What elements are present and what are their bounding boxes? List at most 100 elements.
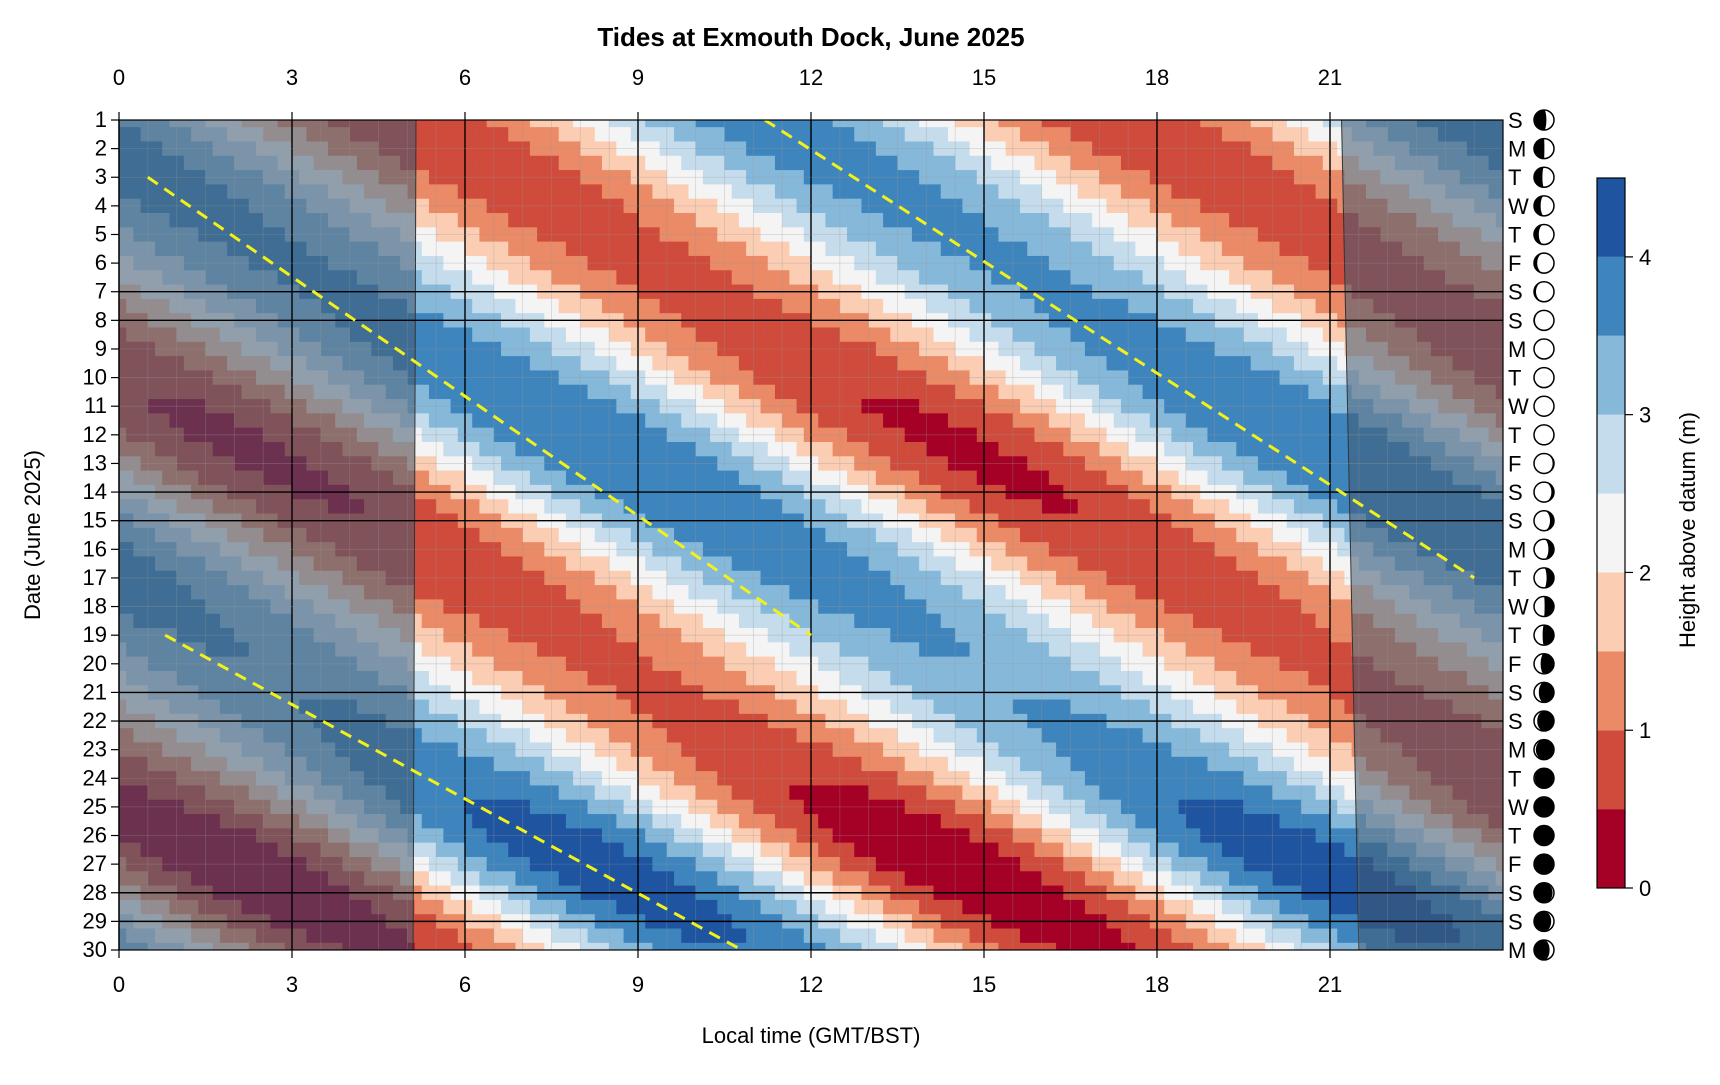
heatmap-cell (486, 427, 495, 443)
heatmap-cell (486, 384, 495, 400)
heatmap-cell (962, 184, 971, 200)
heatmap-cell (493, 370, 502, 386)
heatmap-cell (1330, 198, 1338, 214)
heatmap-cell (1084, 399, 1093, 414)
heatmap-cell (702, 413, 711, 429)
heatmap-cell (1301, 141, 1309, 157)
heatmap-cell (774, 298, 783, 314)
heatmap-cell (1185, 427, 1194, 443)
heatmap-cell (652, 384, 661, 400)
heatmap-cell (1200, 413, 1209, 429)
heatmap-cell (443, 456, 452, 472)
heatmap-cell (1012, 241, 1021, 257)
heatmap-cell (1063, 241, 1072, 257)
heatmap-cell (1265, 470, 1273, 486)
heatmap-cell (976, 427, 985, 443)
heatmap-cell (1056, 470, 1064, 486)
heatmap-cell (940, 227, 949, 243)
heatmap-cell (1005, 427, 1014, 443)
heatmap-cell (587, 298, 596, 314)
heatmap-cell (724, 227, 733, 243)
heatmap-cell (414, 127, 423, 143)
heatmap-cell (875, 370, 884, 386)
heatmap-cell (1279, 227, 1288, 243)
heatmap-cell (1034, 427, 1043, 443)
heatmap-cell (854, 141, 863, 157)
heatmap-cell (544, 341, 553, 357)
heatmap-cell (645, 241, 654, 257)
heatmap-cell (1193, 184, 1201, 200)
heatmap-cell (962, 227, 971, 243)
heatmap-cell (1243, 141, 1252, 157)
heatmap-cell (501, 370, 509, 386)
heatmap-cell (551, 270, 560, 286)
heatmap-cell (897, 399, 906, 414)
heatmap-cell (868, 370, 877, 386)
heatmap-cell (1128, 270, 1136, 286)
heatmap-cell (659, 356, 668, 372)
heatmap-cell (926, 456, 935, 472)
heatmap-cell (962, 127, 971, 143)
heatmap-cell (1200, 441, 1209, 457)
heatmap-cell (1200, 255, 1209, 271)
heatmap-cell (659, 213, 668, 228)
heatmap-cell (674, 370, 682, 386)
heatmap-cell (1027, 127, 1036, 143)
heatmap-cell (875, 127, 884, 143)
heatmap-cell (630, 170, 639, 185)
heatmap-cell (508, 356, 517, 372)
heatmap-cell (724, 341, 733, 357)
heatmap-cell (1106, 127, 1115, 143)
heatmap-cell (1193, 399, 1201, 414)
heatmap-cell (890, 356, 899, 372)
heatmap-cell (796, 241, 805, 257)
heatmap-cell (861, 370, 870, 386)
heatmap-cell (1178, 341, 1187, 357)
heatmap-cell (1005, 227, 1014, 243)
heatmap-cell (738, 341, 747, 357)
heatmap-cell (609, 120, 617, 128)
heatmap-cell (529, 456, 538, 472)
heatmap-cell (774, 356, 783, 372)
heatmap-cell (1178, 356, 1187, 372)
heatmap-cell (573, 441, 581, 457)
heatmap-cell (1265, 341, 1273, 357)
heatmap-cell (601, 441, 610, 457)
heatmap-cell (991, 441, 1000, 457)
heatmap-cell (1135, 399, 1144, 414)
heatmap-cell (1034, 356, 1043, 372)
heatmap-cell (904, 270, 913, 286)
heatmap-cell (601, 399, 610, 414)
heatmap-cell (1308, 270, 1317, 286)
heatmap-cell (479, 427, 488, 443)
heatmap-cell (969, 255, 978, 271)
heatmap-cell (1171, 413, 1180, 429)
heatmap-cell (818, 141, 827, 157)
heatmap-cell (854, 198, 863, 214)
heatmap-cell (774, 441, 783, 457)
heatmap-cell (638, 413, 646, 429)
heatmap-cell (919, 127, 927, 143)
heatmap-cell (1041, 255, 1050, 271)
heatmap-cell (1135, 241, 1144, 257)
heatmap-cell (746, 198, 754, 214)
heatmap-cell (443, 470, 452, 486)
heatmap-cell (767, 170, 776, 185)
heatmap-cell (1322, 441, 1331, 457)
heatmap-cell (609, 427, 617, 443)
heatmap-cell (1301, 370, 1309, 386)
heatmap-cell (544, 327, 553, 343)
heatmap-cell (486, 170, 495, 185)
heatmap-cell (558, 198, 567, 214)
heatmap-cell (1185, 341, 1194, 357)
heatmap-cell (1157, 356, 1165, 372)
heatmap-cell (688, 170, 697, 185)
heatmap-cell (674, 456, 682, 472)
heatmap-cell (839, 441, 848, 457)
heatmap-cell (1012, 120, 1021, 128)
heatmap-cell (861, 327, 870, 343)
heatmap-cell (926, 327, 935, 343)
heatmap-cell (1120, 155, 1129, 171)
heatmap-cell (645, 413, 654, 429)
heatmap-cell (652, 184, 661, 200)
